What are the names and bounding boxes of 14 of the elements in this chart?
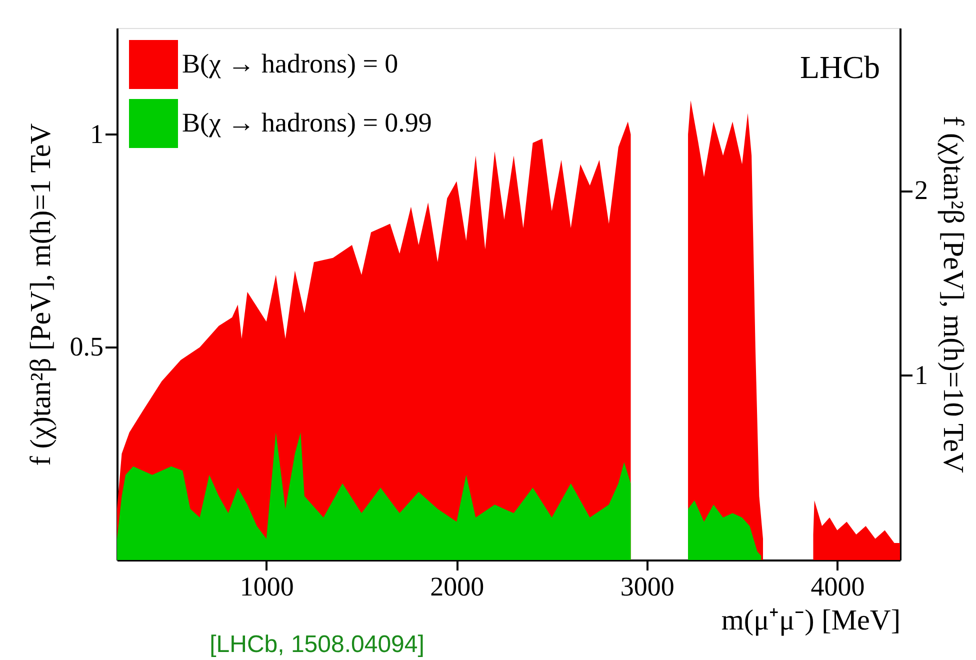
y2-axis-title: f (χ)tan²β [PeV], m(h)=10 TeV: [937, 116, 969, 474]
x-axis-title: m(μ⁺μ⁻) [MeV]: [721, 604, 900, 636]
text: [LHCb, 1508.04094]: [210, 631, 424, 658]
y2-tick-label: 2: [914, 175, 928, 206]
annotation: LHCb: [800, 49, 880, 85]
x-tick-label: 4000: [810, 572, 865, 602]
legend-label: B(χ → hadrons) = 0.99: [182, 108, 432, 138]
y2-tick-label: 1: [914, 360, 928, 390]
x-tick-label: 3000: [620, 572, 674, 602]
x-tick-label: 2000: [430, 572, 484, 602]
legend-label: B(χ → hadrons) = 0: [182, 48, 398, 78]
y-axis-title: f (χ)tan²β [PeV], m(h)=1 TeV: [24, 123, 57, 466]
y-tick-label: 0.5: [70, 332, 104, 362]
x-tick-label: 1000: [240, 572, 294, 602]
